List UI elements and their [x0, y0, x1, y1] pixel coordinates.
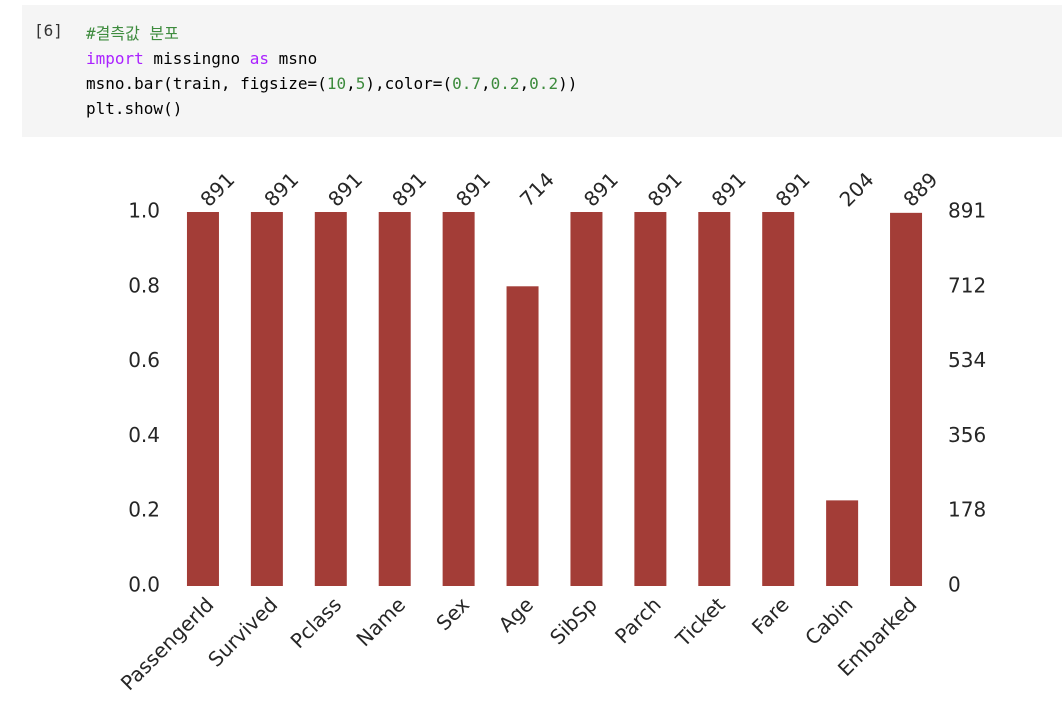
y-tick-label: 891: [948, 199, 986, 223]
code-token: ,: [519, 74, 530, 93]
code-token: 0.2: [490, 74, 520, 93]
count-label: 891: [707, 167, 751, 211]
y-tick-label: 1.0: [128, 199, 160, 223]
chart: 0.0 0.2 0.4 0.6 0.8 1.0 0 178 356 534 712 891 Passen…: [116, 167, 986, 695]
count-label: 891: [451, 167, 495, 211]
count-label: 891: [579, 167, 623, 211]
bar: [890, 212, 923, 586]
x-tick-label: Cabin: [800, 592, 857, 649]
code-token: #결측값 분포: [86, 24, 179, 43]
x-tick-label: Age: [494, 592, 538, 636]
x-tick-label: Fare: [747, 592, 794, 639]
y-tick-label: 356: [948, 423, 986, 447]
bar: [314, 212, 347, 586]
bar: [506, 286, 539, 586]
code-token: 0.2: [529, 74, 559, 93]
code-token: 0.7: [452, 74, 481, 93]
bar: [186, 212, 219, 586]
code-token: ,: [480, 74, 491, 93]
code-token: ),color=(: [365, 74, 453, 93]
x-tick-label: Ticket: [670, 592, 730, 652]
code-line: msno.bar(train, figsize=(10,5),color=(0.…: [86, 71, 577, 96]
bar: [250, 212, 283, 586]
x-tick-label: Survived: [203, 592, 282, 671]
bar: [634, 212, 667, 586]
x-tick-label: Name: [351, 592, 410, 651]
code-line: import missingno as msno: [86, 46, 577, 71]
y-tick-label: 0.8: [128, 273, 160, 297]
code-token: msno.bar(train, figsize=(: [86, 74, 327, 93]
count-label: 891: [771, 167, 815, 211]
code-token: )): [558, 74, 578, 93]
code-cell: [6] #결측값 분포 import missingno as msno msno.…: [22, 5, 1062, 137]
code-token: plt.show(): [86, 99, 183, 118]
y-tick-label: 534: [948, 348, 986, 372]
code-token: as: [249, 49, 270, 68]
x-tick-label: Sex: [431, 592, 474, 635]
count-label: 714: [515, 167, 559, 211]
y-tick-label: 178: [948, 498, 986, 522]
bar: [826, 500, 859, 586]
y-tick-label: 0.6: [128, 348, 160, 372]
y-tick-label: 0.0: [128, 573, 160, 597]
x-tick-label: SibSp: [545, 592, 602, 649]
y-tick-label: 0: [948, 573, 961, 597]
code-line: plt.show(): [86, 96, 577, 121]
code-line: #결측값 분포: [86, 21, 577, 46]
y-tick-label: 712: [948, 273, 986, 297]
cell-prompt: [6]: [34, 21, 63, 40]
bar: [442, 212, 475, 586]
count-label: 891: [259, 167, 303, 211]
code-token: 10: [326, 74, 347, 93]
code-token: 5: [355, 74, 366, 93]
code-area: #결측값 분포 import missingno as msno msno.bar(…: [86, 21, 577, 121]
y-tick-label: 0.4: [128, 423, 160, 447]
code-token: import: [86, 49, 144, 68]
y-tick-label: 0.2: [128, 498, 160, 522]
count-label: 891: [643, 167, 687, 211]
x-tick-label: Parch: [610, 592, 666, 648]
count-label: 204: [835, 167, 879, 211]
bar: [762, 212, 795, 586]
bar: [570, 212, 603, 586]
count-label: 891: [387, 167, 431, 211]
code-token: ,: [346, 74, 356, 93]
code-token: msno: [269, 49, 318, 68]
bar: [698, 212, 731, 586]
count-label: 889: [898, 167, 942, 211]
bar: [378, 212, 411, 586]
count-label: 891: [323, 167, 367, 211]
x-tick-label: PassengerId: [116, 592, 219, 695]
code-token: missingno: [143, 49, 250, 68]
count-label: 891: [195, 167, 239, 211]
x-tick-label: Pclass: [286, 592, 347, 653]
